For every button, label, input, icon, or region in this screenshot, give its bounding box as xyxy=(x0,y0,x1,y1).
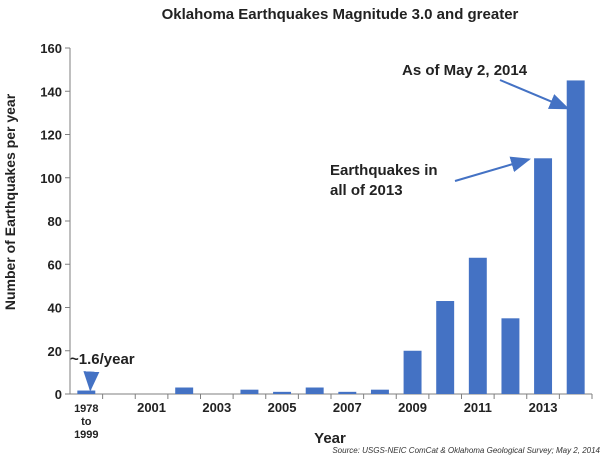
annotation-2014: As of May 2, 2014 xyxy=(402,62,528,79)
bar xyxy=(305,387,324,394)
annotation-1-6-per-year: ~1.6/year xyxy=(70,351,135,368)
x-tick-label: 2013 xyxy=(529,400,558,415)
y-tick-label: 80 xyxy=(48,214,62,229)
bar xyxy=(338,391,357,394)
y-tick-label: 100 xyxy=(40,171,62,186)
annotation-arrow xyxy=(499,79,570,110)
bar xyxy=(240,389,259,394)
bar xyxy=(273,391,292,394)
x-tick-label: 2005 xyxy=(268,400,297,415)
annotation-2013: Earthquakes in all of 2013 xyxy=(330,162,438,199)
x-tick-label: 2011 xyxy=(464,400,492,415)
annotation-arrow xyxy=(454,156,531,182)
bar xyxy=(436,301,455,394)
y-tick-label: 0 xyxy=(55,387,62,402)
y-tick-label: 120 xyxy=(40,128,62,143)
chart-title: Oklahoma Earthquakes Magnitude 3.0 and g… xyxy=(161,6,519,23)
bar xyxy=(468,257,487,394)
annotation-arrow xyxy=(83,371,100,392)
source-note: Source: USGS-NEIC ComCat & Oklahoma Geol… xyxy=(332,446,600,455)
y-tick-label: 140 xyxy=(40,84,62,99)
bar xyxy=(566,80,585,394)
y-tick-label: 160 xyxy=(40,41,62,56)
x-tick-label: 1978 to 1999 xyxy=(74,403,98,441)
y-tick-label: 40 xyxy=(48,301,62,316)
x-tick-label: 2001 xyxy=(137,400,166,415)
bar xyxy=(175,387,194,394)
bar xyxy=(403,350,422,394)
y-tick-label: 60 xyxy=(48,257,62,272)
y-tick-label: 20 xyxy=(48,344,62,359)
bar xyxy=(77,390,96,394)
x-tick-label: 2003 xyxy=(202,400,231,415)
bar xyxy=(534,158,553,394)
x-tick-label: 2007 xyxy=(333,400,362,415)
bar xyxy=(370,389,389,394)
x-axis-label: Year xyxy=(314,430,346,447)
x-tick-label: 2009 xyxy=(398,400,427,415)
bar xyxy=(501,318,520,394)
